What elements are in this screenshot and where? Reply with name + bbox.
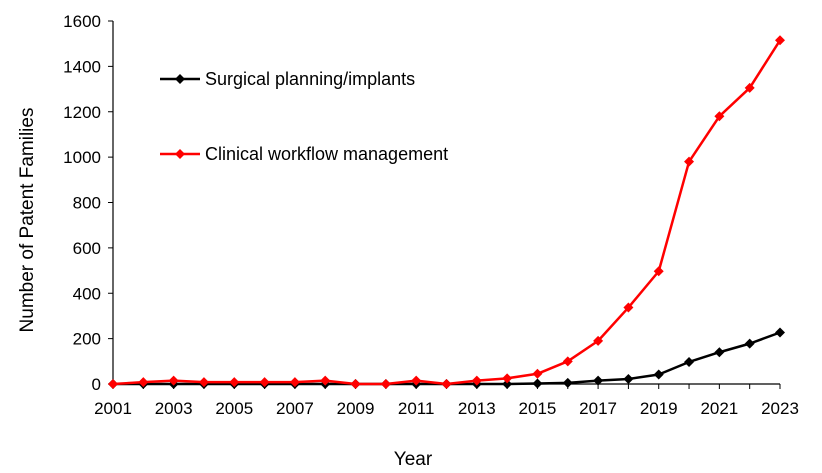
data-point xyxy=(684,356,695,367)
data-point xyxy=(623,302,634,313)
y-tick-label: 400 xyxy=(73,284,101,303)
data-point xyxy=(380,379,391,389)
y-tick-label: 800 xyxy=(73,194,101,213)
x-tick-label: 2003 xyxy=(155,399,193,418)
series-line xyxy=(112,39,782,386)
x-tick-label: 2021 xyxy=(700,399,738,418)
data-point xyxy=(593,375,604,386)
data-point xyxy=(653,369,664,380)
data-point xyxy=(320,375,331,386)
data-point xyxy=(623,374,634,385)
y-tick-label: 1200 xyxy=(63,103,101,122)
legend: Surgical planning/implants Clinical workf… xyxy=(160,69,448,164)
series-layer xyxy=(108,35,785,389)
x-tick-label: 2023 xyxy=(761,399,799,418)
data-point xyxy=(289,377,300,388)
data-point xyxy=(653,266,664,277)
x-axis-ticks: 2001 2003 2005 2007 2009 2011 2013 2015 2017 2019… xyxy=(94,384,799,418)
data-point xyxy=(684,156,695,167)
x-axis-title: Year xyxy=(394,449,433,470)
y-tick-label: 1600 xyxy=(63,12,101,31)
data-point xyxy=(714,347,725,358)
y-tick-label: 600 xyxy=(73,239,101,258)
data-point xyxy=(744,82,755,93)
data-point xyxy=(714,111,725,122)
data-point xyxy=(532,378,543,389)
x-tick-label: 2011 xyxy=(398,399,435,418)
x-tick-label: 2009 xyxy=(337,399,375,418)
y-axis-title: Number of Patent Families xyxy=(17,108,38,333)
x-tick-label: 2005 xyxy=(215,399,253,418)
data-point xyxy=(532,368,543,379)
data-point xyxy=(350,379,361,389)
y-tick-label: 1000 xyxy=(63,148,101,167)
data-point xyxy=(593,335,604,346)
x-tick-label: 2015 xyxy=(519,399,557,418)
data-point xyxy=(168,375,179,386)
x-tick-label: 2001 xyxy=(94,399,132,418)
data-point xyxy=(502,379,513,389)
data-point xyxy=(562,356,573,367)
data-point xyxy=(259,377,270,388)
legend-label: Clinical workflow management xyxy=(205,144,448,164)
data-point xyxy=(562,377,573,388)
data-point xyxy=(775,327,785,338)
series-2 xyxy=(108,35,785,389)
y-tick-label: 0 xyxy=(92,375,101,394)
data-point xyxy=(108,379,118,389)
data-point xyxy=(744,338,755,349)
y-axis-ticks: 0 200 400 600 800 1000 1200 1400 1600 xyxy=(63,12,113,394)
x-tick-label: 2019 xyxy=(640,399,678,418)
legend-item: Surgical planning/implants xyxy=(160,69,415,89)
data-point xyxy=(198,377,209,388)
y-tick-label: 1400 xyxy=(63,57,101,76)
y-tick-label: 200 xyxy=(73,330,101,349)
x-tick-label: 2007 xyxy=(276,399,314,418)
data-point xyxy=(775,35,785,46)
data-point xyxy=(138,377,149,388)
legend-item: Clinical workflow management xyxy=(160,144,448,164)
legend-marker xyxy=(175,149,185,159)
legend-label: Surgical planning/implants xyxy=(205,69,415,89)
data-point xyxy=(411,375,422,386)
x-tick-label: 2013 xyxy=(458,399,496,418)
series-line xyxy=(113,331,781,386)
x-tick-label: 2017 xyxy=(579,399,617,418)
legend-marker xyxy=(175,74,185,84)
data-point xyxy=(229,377,240,388)
data-point xyxy=(471,375,482,386)
data-point xyxy=(502,373,513,384)
data-point xyxy=(441,379,452,389)
